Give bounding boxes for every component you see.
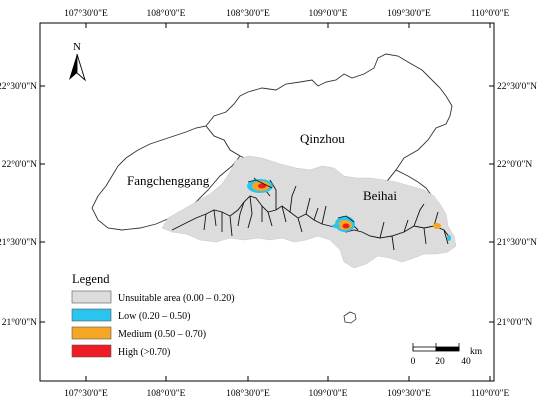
- bottom-tick-label: 108°30'0"E: [226, 388, 270, 399]
- north-arrow-icon: N: [69, 41, 86, 82]
- left-tick-label: 22°30'0"N: [0, 81, 37, 92]
- top-tick-label: 108°30'0"E: [226, 8, 270, 19]
- top-tick-label: 108°0'0"E: [147, 8, 186, 19]
- right-tick-label: 21°30'0"N: [497, 237, 537, 248]
- bottom-tick-label: 108°0'0"E: [147, 388, 186, 399]
- legend-label-low: Low (0.20 – 0.50): [118, 311, 191, 322]
- suitability-hotspot-fangchenggang: [247, 179, 273, 193]
- bottom-tick-label: 109°0'0"E: [309, 388, 348, 399]
- top-tick-label: 109°30'0"E: [387, 8, 431, 19]
- legend-label-medium: Medium (0.50 – 0.70): [118, 329, 206, 340]
- right-tick-label: 22°0'0"N: [497, 159, 532, 170]
- legend: Legend Unsuitable area (0.00 – 0.20) Low…: [71, 272, 235, 358]
- right-tick-label: 22°30'0"N: [497, 81, 537, 92]
- suitability-hotspot-beihai: [332, 215, 355, 232]
- legend-label-high: High (>0.70): [118, 347, 170, 358]
- legend-swatch-unsuitable: [71, 290, 112, 304]
- bottom-tick-label: 110°0'0"E: [471, 388, 510, 399]
- scale-label: 0: [411, 357, 416, 367]
- bottom-tick-label: 107°30'0"E: [64, 388, 108, 399]
- legend-title: Legend: [72, 272, 110, 286]
- legend-swatch-medium: [71, 326, 112, 340]
- scale-label: 40: [461, 357, 471, 367]
- top-tick-label: 107°30'0"E: [64, 8, 108, 19]
- island: [343, 311, 357, 324]
- north-label: N: [73, 41, 81, 53]
- right-tick-label: 21°0'0"N: [497, 317, 532, 328]
- left-tick-label: 21°30'0"N: [0, 237, 37, 248]
- legend-swatch-low: [71, 308, 112, 322]
- left-tick-label: 22°0'0"N: [2, 159, 37, 170]
- bottom-tick-label: 109°30'0"E: [387, 388, 431, 399]
- top-ticks: [85, 23, 491, 28]
- legend-swatch-high: [71, 344, 112, 358]
- left-tick-label: 21°0'0"N: [2, 317, 37, 328]
- legend-label-unsuitable: Unsuitable area (0.00 – 0.20): [118, 293, 235, 304]
- top-tick-label: 109°0'0"E: [309, 8, 348, 19]
- side-ticks: [40, 85, 494, 323]
- region-label-qinzhou: Qinzhou: [300, 131, 345, 146]
- suitability-hotspot-east: [433, 223, 451, 241]
- coastline: [171, 177, 451, 251]
- scale-bar: km 0 20 40: [411, 343, 483, 367]
- unsuitable-area: [161, 155, 457, 269]
- region-label-fangchenggang: Fangchenggang: [127, 173, 210, 188]
- scale-label: 20: [435, 357, 445, 367]
- scale-unit: km: [470, 347, 483, 357]
- bottom-ticks: [85, 376, 491, 381]
- region-label-beihai: Beihai: [363, 188, 397, 203]
- top-tick-label: 110°0'0"E: [471, 8, 510, 19]
